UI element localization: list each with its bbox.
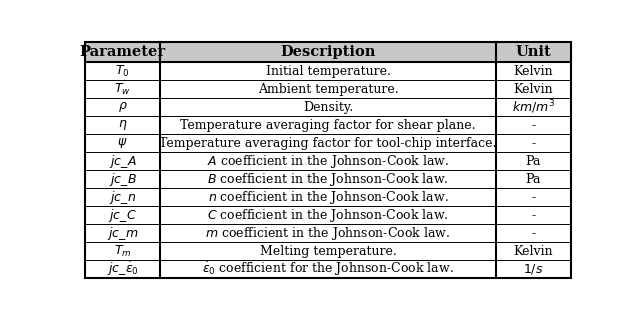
- Text: $jc\_m$: $jc\_m$: [107, 225, 138, 242]
- Text: Melting temperature.: Melting temperature.: [260, 245, 396, 258]
- Text: Unit: Unit: [515, 45, 551, 59]
- Text: $\rho$: $\rho$: [118, 100, 127, 114]
- Text: -: -: [531, 209, 536, 222]
- Text: $jc\_B$: $jc\_B$: [109, 171, 136, 188]
- Text: $T_0$: $T_0$: [115, 64, 130, 79]
- Text: Pa: Pa: [525, 173, 541, 186]
- Text: $jc\_\dot{\epsilon}_0$: $jc\_\dot{\epsilon}_0$: [107, 261, 139, 278]
- Text: $\eta$: $\eta$: [118, 119, 127, 133]
- Text: Parameter: Parameter: [79, 45, 166, 59]
- Text: Density.: Density.: [303, 101, 353, 114]
- Text: -: -: [531, 227, 536, 240]
- Text: $n$ coefficient in the Johnson-Cook law.: $n$ coefficient in the Johnson-Cook law.: [207, 189, 449, 206]
- Text: -: -: [531, 119, 536, 132]
- Text: -: -: [531, 191, 536, 204]
- Text: Description: Description: [280, 45, 376, 59]
- Text: Kelvin: Kelvin: [513, 245, 553, 258]
- Text: $m$ coefficient in the Johnson-Cook law.: $m$ coefficient in the Johnson-Cook law.: [205, 225, 451, 242]
- Text: Pa: Pa: [525, 155, 541, 168]
- Text: $B$ coefficient in the Johnson-Cook law.: $B$ coefficient in the Johnson-Cook law.: [207, 171, 449, 188]
- Text: $A$ coefficient in the Johnson-Cook law.: $A$ coefficient in the Johnson-Cook law.: [207, 153, 449, 170]
- Text: $T_m$: $T_m$: [114, 244, 131, 259]
- Text: Ambient temperature.: Ambient temperature.: [258, 83, 398, 96]
- Text: $jc\_C$: $jc\_C$: [108, 207, 137, 224]
- Text: Temperature averaging factor for tool-chip interface.: Temperature averaging factor for tool-ch…: [159, 137, 497, 150]
- Text: Kelvin: Kelvin: [513, 65, 553, 78]
- Text: Temperature averaging factor for shear plane.: Temperature averaging factor for shear p…: [180, 119, 476, 132]
- Text: $jc\_A$: $jc\_A$: [109, 153, 136, 170]
- Text: Initial temperature.: Initial temperature.: [266, 65, 390, 78]
- Text: $\dot{\epsilon}_0$ coefficient for the Johnson-Cook law.: $\dot{\epsilon}_0$ coefficient for the J…: [202, 261, 454, 278]
- Text: $1/s$: $1/s$: [523, 262, 543, 276]
- Text: $jc\_n$: $jc\_n$: [109, 189, 136, 206]
- Text: -: -: [531, 137, 536, 150]
- Text: Kelvin: Kelvin: [513, 83, 553, 96]
- Bar: [85, 42, 571, 62]
- Text: $C$ coefficient in the Johnson-Cook law.: $C$ coefficient in the Johnson-Cook law.: [207, 207, 449, 224]
- Text: $km/m^3$: $km/m^3$: [512, 99, 555, 116]
- Text: $\psi$: $\psi$: [117, 136, 128, 151]
- Text: $T_w$: $T_w$: [114, 82, 131, 97]
